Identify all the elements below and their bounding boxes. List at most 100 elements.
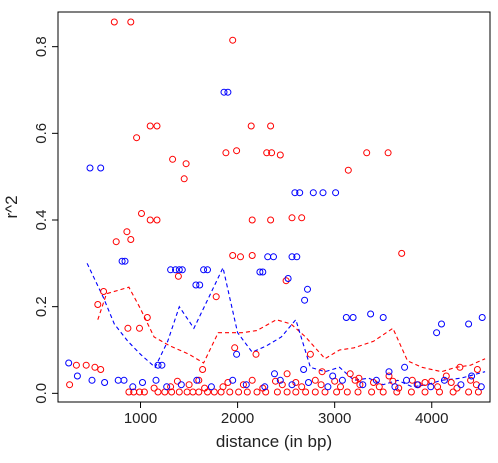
data-point-s1-92 (219, 383, 227, 391)
data-point-s1-47 (72, 361, 80, 369)
data-point-s1-68 (253, 388, 261, 396)
data-point-s2-44 (101, 379, 109, 386)
data-point-s2-55 (242, 381, 250, 389)
data-point-s2-57 (276, 376, 284, 384)
data-point-s1-55 (154, 388, 162, 396)
data-point-s2-18 (192, 281, 200, 289)
data-point-s1-72 (292, 388, 300, 396)
data-point-s1-67 (243, 388, 251, 396)
y-tick-label: 0.8 (33, 36, 50, 57)
data-point-s2-58 (288, 381, 296, 389)
data-point-s2-24 (288, 253, 296, 261)
data-point-s2-5 (291, 189, 299, 197)
data-point-s1-19 (263, 149, 271, 157)
data-point-s1-98 (337, 383, 344, 391)
y-tick-label: 0.6 (33, 123, 50, 144)
data-point-s1-111 (292, 379, 300, 386)
data-point-s2-31 (367, 310, 375, 318)
data-point-s1-16 (229, 36, 237, 44)
data-point-s1-38 (100, 288, 108, 295)
data-point-s1-48 (82, 361, 90, 369)
y-axis: 0.0 0.2 0.4 0.6 0.8 (33, 36, 59, 404)
x-tick-label: 1000 (124, 410, 157, 427)
data-point-s1-114 (351, 376, 359, 384)
data-point-s2-13 (172, 266, 179, 274)
data-point-s1-49 (91, 363, 99, 371)
trend-line-1 (97, 286, 486, 373)
data-point-s1-31 (229, 252, 237, 259)
y-tick-label: 0.4 (33, 210, 50, 231)
data-point-s1-129 (442, 372, 450, 380)
data-point-s2-28 (301, 296, 309, 304)
data-point-s1-5 (153, 122, 161, 130)
data-point-s1-53 (136, 388, 143, 396)
data-point-s1-89 (167, 383, 175, 391)
data-point-s1-34 (174, 272, 182, 280)
x-tick-label: 2000 (221, 410, 254, 427)
data-point-s1-88 (150, 384, 158, 392)
data-point-s1-15 (222, 149, 230, 157)
data-point-s1-73 (302, 388, 310, 396)
trend-line-2 (86, 263, 486, 388)
data-point-s2-39 (233, 350, 241, 358)
data-point-s1-76 (333, 388, 341, 396)
data-point-s1-10 (127, 236, 135, 243)
data-point-s1-103 (434, 383, 442, 391)
data-point-s1-24 (267, 216, 275, 224)
data-point-s2-11 (121, 257, 129, 265)
data-point-s1-4 (146, 122, 154, 130)
data-point-s2-50 (163, 383, 171, 391)
data-point-s1-75 (321, 388, 329, 396)
data-point-s2-21 (259, 268, 267, 276)
data-point-s1-9 (123, 228, 131, 236)
data-point-s1-26 (298, 214, 306, 222)
data-point-s2-64 (391, 383, 399, 391)
data-point-s1-126 (473, 366, 481, 373)
data-point-s1-90 (185, 381, 193, 389)
data-point-s2-38 (158, 361, 166, 369)
data-point-s1-21 (268, 149, 276, 157)
data-point-s2-30 (349, 314, 357, 321)
data-point-s2-42 (73, 372, 81, 380)
data-point-s1-35 (212, 293, 220, 301)
data-point-s1-128 (421, 379, 429, 386)
data-point-s2-7 (309, 189, 317, 197)
data-point-s1-58 (175, 388, 183, 396)
data-point-s2-75 (401, 363, 409, 371)
data-point-s2-33 (433, 329, 441, 337)
data-point-s2-51 (177, 381, 185, 389)
data-point-s1-20 (267, 122, 275, 130)
data-point-s1-23 (248, 216, 256, 224)
data-point-s1-61 (195, 388, 203, 396)
data-point-s1-74 (311, 388, 319, 396)
data-point-s1-107 (195, 376, 203, 384)
data-point-s1-57 (168, 388, 176, 396)
data-point-s2-72 (385, 368, 393, 376)
data-point-s1-27 (344, 166, 352, 174)
data-point-s1-44 (252, 350, 260, 358)
data-point-s1-86 (465, 388, 473, 396)
data-point-s2-41 (65, 359, 73, 367)
data-point-s1-106 (173, 377, 181, 385)
data-point-s1-109 (248, 376, 256, 384)
data-point-s2-3 (220, 88, 228, 96)
data-point-s1-50 (97, 366, 105, 373)
data-point-s1-94 (259, 384, 267, 392)
data-point-s1-37 (282, 277, 290, 285)
data-point-s1-87 (474, 388, 482, 396)
data-point-s2-62 (359, 381, 367, 389)
data-point-s2-61 (338, 376, 346, 384)
data-point-s1-123 (346, 370, 354, 378)
y-axis-title: r^2 (2, 195, 21, 218)
data-point-s2-70 (477, 383, 485, 391)
data-point-s2-71 (468, 372, 476, 380)
data-point-s2-49 (152, 376, 160, 384)
data-point-s2-40 (300, 366, 308, 373)
data-point-s2-9 (332, 189, 340, 197)
data-point-s2-52 (193, 376, 201, 384)
data-point-s1-101 (395, 384, 403, 392)
data-point-s1-100 (375, 383, 383, 391)
data-point-s1-96 (298, 383, 306, 391)
data-point-s2-36 (478, 314, 486, 321)
